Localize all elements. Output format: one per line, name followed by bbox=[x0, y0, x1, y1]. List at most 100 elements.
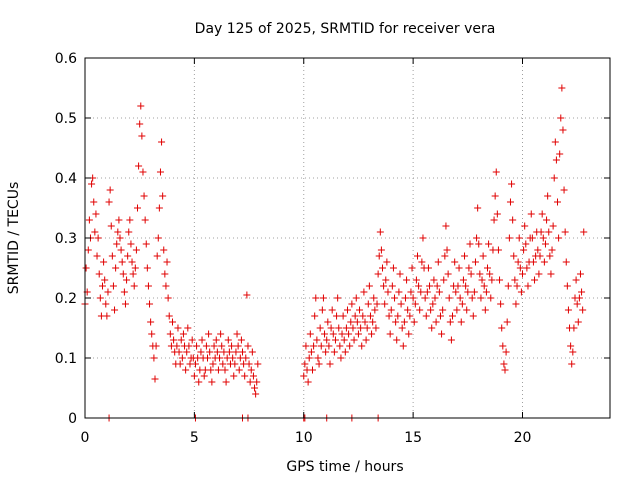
data-point bbox=[217, 330, 225, 338]
data-point bbox=[191, 360, 199, 368]
data-point bbox=[558, 84, 566, 92]
data-point bbox=[440, 276, 448, 284]
data-point bbox=[319, 294, 327, 302]
data-point bbox=[366, 312, 374, 320]
data-point bbox=[324, 318, 332, 326]
data-point bbox=[221, 366, 229, 374]
data-point bbox=[475, 240, 483, 248]
data-point bbox=[128, 258, 136, 266]
data-point bbox=[218, 342, 226, 350]
data-point bbox=[422, 312, 430, 320]
data-point bbox=[356, 306, 364, 314]
data-point bbox=[541, 240, 549, 248]
data-point bbox=[135, 162, 143, 170]
data-point bbox=[173, 342, 181, 350]
data-point bbox=[206, 348, 214, 356]
data-point bbox=[383, 258, 391, 266]
data-point bbox=[314, 354, 322, 362]
data-point bbox=[549, 222, 557, 230]
data-point bbox=[442, 222, 450, 230]
x-tick-label: 15 bbox=[404, 430, 422, 446]
data-point bbox=[444, 270, 452, 278]
data-point bbox=[329, 330, 337, 338]
data-point bbox=[543, 216, 551, 224]
data-point bbox=[380, 282, 388, 290]
data-point bbox=[104, 288, 112, 296]
data-point bbox=[547, 270, 555, 278]
data-point bbox=[344, 306, 351, 314]
data-point bbox=[551, 138, 559, 146]
data-point bbox=[464, 288, 472, 296]
data-point bbox=[100, 258, 108, 266]
data-point bbox=[150, 354, 158, 362]
data-point bbox=[152, 342, 160, 350]
data-point bbox=[396, 270, 404, 278]
data-point bbox=[439, 306, 447, 314]
data-point bbox=[129, 270, 137, 278]
data-point bbox=[391, 294, 399, 302]
data-point bbox=[384, 288, 392, 296]
data-point bbox=[509, 216, 517, 224]
data-point bbox=[130, 282, 138, 290]
data-point bbox=[161, 270, 169, 278]
data-point bbox=[555, 234, 563, 242]
data-point bbox=[394, 312, 402, 320]
data-point bbox=[159, 192, 167, 200]
data-point bbox=[377, 246, 385, 254]
data-point bbox=[452, 288, 460, 296]
data-point bbox=[416, 306, 424, 314]
data-point bbox=[369, 318, 377, 326]
x-tick-label: 0 bbox=[81, 430, 90, 446]
data-point bbox=[239, 348, 246, 356]
data-point bbox=[569, 348, 577, 356]
data-point bbox=[96, 294, 104, 302]
data-point bbox=[141, 216, 149, 224]
data-point bbox=[372, 324, 380, 332]
data-point bbox=[499, 342, 507, 350]
data-point bbox=[232, 348, 240, 356]
data-point bbox=[348, 300, 356, 308]
data-point bbox=[392, 318, 400, 326]
data-point bbox=[237, 336, 245, 344]
data-point bbox=[580, 228, 588, 236]
data-point bbox=[476, 270, 484, 278]
data-point bbox=[557, 114, 565, 122]
data-point bbox=[103, 312, 111, 320]
data-point bbox=[241, 372, 249, 380]
data-point bbox=[521, 222, 529, 230]
data-point bbox=[411, 300, 419, 308]
data-point bbox=[454, 282, 462, 290]
data-point bbox=[491, 192, 499, 200]
data-point bbox=[458, 300, 466, 308]
data-point bbox=[321, 330, 329, 338]
data-point bbox=[233, 330, 241, 338]
data-point bbox=[322, 348, 330, 356]
data-point bbox=[478, 276, 486, 284]
data-point bbox=[481, 306, 489, 314]
data-point bbox=[538, 210, 546, 218]
data-point bbox=[304, 378, 312, 386]
data-point bbox=[146, 300, 154, 308]
data-point bbox=[214, 366, 222, 374]
data-point bbox=[502, 348, 510, 356]
data-point bbox=[309, 366, 316, 374]
data-point bbox=[539, 234, 547, 242]
data-point bbox=[386, 330, 394, 338]
data-point bbox=[131, 264, 139, 272]
data-point bbox=[400, 318, 408, 326]
data-point bbox=[465, 264, 473, 272]
data-point bbox=[235, 366, 243, 374]
data-point bbox=[466, 240, 474, 248]
data-point bbox=[501, 366, 509, 374]
y-tick-label: 0.5 bbox=[55, 111, 77, 127]
data-point bbox=[119, 270, 127, 278]
data-point bbox=[311, 312, 319, 320]
data-point bbox=[424, 264, 432, 272]
data-point bbox=[179, 330, 187, 338]
data-point bbox=[107, 222, 115, 230]
data-point bbox=[490, 216, 498, 224]
data-point bbox=[228, 342, 236, 350]
data-point bbox=[572, 276, 580, 284]
data-point bbox=[500, 360, 508, 368]
data-point bbox=[222, 378, 230, 386]
